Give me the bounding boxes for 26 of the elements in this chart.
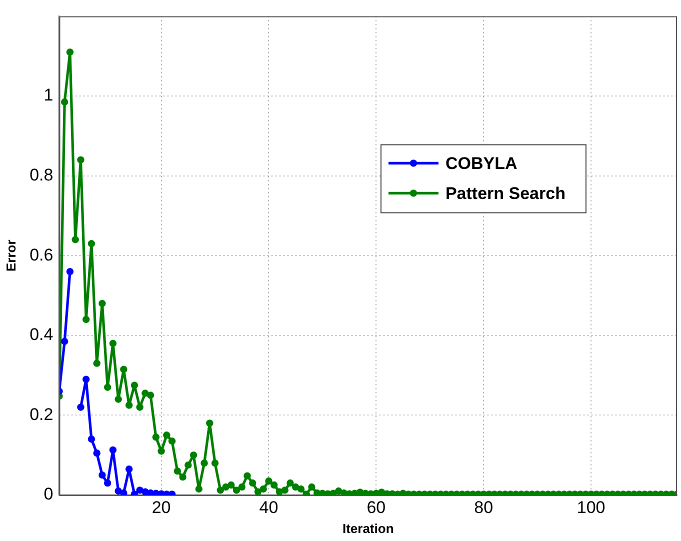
y-tick-label: 1 bbox=[44, 86, 54, 105]
y-tick-label: 0.6 bbox=[30, 245, 54, 264]
y-axis-title: Error bbox=[3, 240, 18, 272]
x-tick-label: 20 bbox=[152, 498, 171, 517]
point bbox=[98, 471, 106, 479]
point bbox=[61, 338, 68, 345]
point bbox=[93, 450, 100, 457]
x-tick-label: 40 bbox=[259, 498, 278, 517]
point bbox=[104, 479, 112, 487]
y-tick-label: 0.4 bbox=[30, 325, 54, 344]
y-tick-label: 0.8 bbox=[30, 165, 54, 184]
x-axis-title: Iteration bbox=[342, 520, 394, 536]
x-tick-label: 80 bbox=[474, 498, 494, 517]
point bbox=[109, 446, 117, 454]
point bbox=[82, 376, 90, 383]
point bbox=[120, 489, 128, 495]
x-tick-label: 100 bbox=[576, 498, 606, 517]
y-tick-label: 0.2 bbox=[30, 404, 54, 424]
legend-label: COBYLA bbox=[445, 154, 518, 173]
point bbox=[66, 268, 74, 276]
point bbox=[88, 436, 96, 443]
point bbox=[125, 465, 133, 473]
legend-label: Pattern Search bbox=[445, 184, 566, 203]
x-tick-label: 60 bbox=[366, 498, 386, 517]
y-tick-label: 0 bbox=[44, 484, 54, 504]
point bbox=[77, 404, 84, 411]
